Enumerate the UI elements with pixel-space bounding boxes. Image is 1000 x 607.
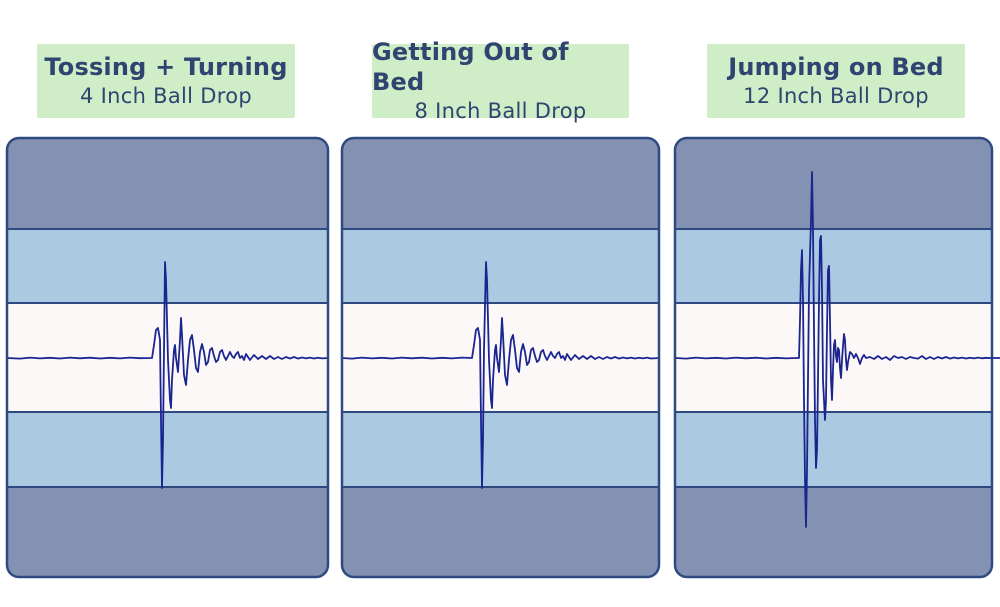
band-outer-bottom xyxy=(7,487,328,577)
band-mid-bottom xyxy=(675,412,992,487)
panel-label-2: Getting Out of Bed 8 Inch Ball Drop xyxy=(372,38,629,123)
band-outer-bottom xyxy=(342,487,659,577)
band-outer-bottom xyxy=(675,487,992,577)
panel-border xyxy=(5,136,330,579)
panel-border xyxy=(340,136,661,579)
waveform-line xyxy=(7,261,328,489)
band-outer-top xyxy=(342,138,659,229)
panel-title: Getting Out of Bed xyxy=(372,38,569,96)
band-mid-top xyxy=(675,229,992,303)
panel-subtitle: 12 Inch Ball Drop xyxy=(743,84,929,108)
panel-2 xyxy=(340,136,661,579)
panel-subtitle: 8 Inch Ball Drop xyxy=(414,99,587,123)
band-outer-top xyxy=(675,138,992,229)
band-mid-top xyxy=(342,229,659,303)
panel-label-3: Jumping on Bed 12 Inch Ball Drop xyxy=(707,44,965,118)
panel-title: Jumping on Bed xyxy=(728,53,944,81)
panel-3 xyxy=(673,136,1000,579)
band-mid-top xyxy=(7,229,328,303)
panel-1 xyxy=(5,136,330,579)
band-mid-bottom xyxy=(7,412,328,487)
panel-title: Tossing + Turning xyxy=(44,53,288,81)
panel-label-1: Tossing + Turning 4 Inch Ball Drop xyxy=(37,44,295,118)
band-mid-bottom xyxy=(342,412,659,487)
waveform-line xyxy=(675,171,1000,528)
waveform-line xyxy=(342,261,659,489)
panel-subtitle: 4 Inch Ball Drop xyxy=(79,84,252,108)
band-outer-top xyxy=(7,138,328,229)
